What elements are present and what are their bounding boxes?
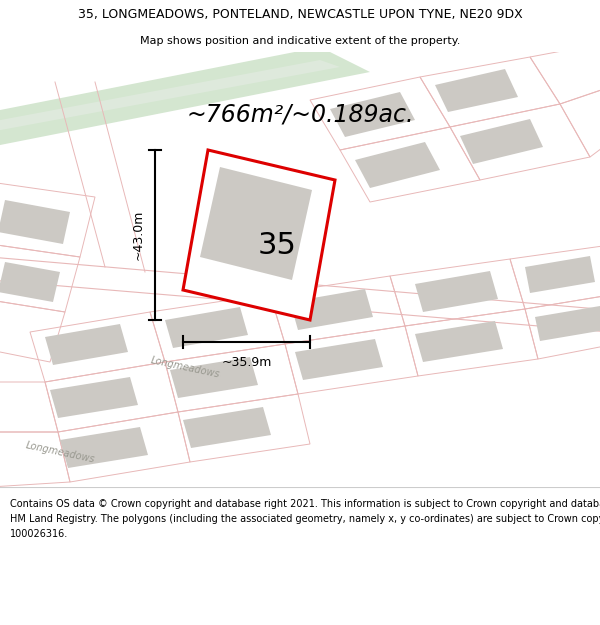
Text: Map shows position and indicative extent of the property.: Map shows position and indicative extent… [140, 36, 460, 46]
Polygon shape [165, 307, 248, 348]
Polygon shape [200, 167, 312, 280]
Polygon shape [0, 200, 70, 244]
Polygon shape [460, 119, 543, 164]
Text: Longmeadows: Longmeadows [149, 355, 221, 379]
Polygon shape [50, 377, 138, 418]
Polygon shape [290, 289, 373, 330]
Text: Contains OS data © Crown copyright and database right 2021. This information is : Contains OS data © Crown copyright and d… [10, 499, 600, 539]
Polygon shape [170, 357, 258, 398]
Polygon shape [0, 47, 370, 147]
Polygon shape [415, 321, 503, 362]
Polygon shape [415, 271, 498, 312]
Text: 35: 35 [257, 231, 296, 259]
Polygon shape [0, 262, 60, 302]
Polygon shape [295, 339, 383, 380]
Text: ~35.9m: ~35.9m [221, 356, 272, 369]
Polygon shape [45, 324, 128, 365]
Text: Longmeadows: Longmeadows [25, 440, 95, 464]
Polygon shape [60, 427, 148, 468]
Polygon shape [0, 60, 340, 132]
Polygon shape [525, 256, 595, 293]
Text: 35, LONGMEADOWS, PONTELAND, NEWCASTLE UPON TYNE, NE20 9DX: 35, LONGMEADOWS, PONTELAND, NEWCASTLE UP… [77, 8, 523, 21]
Polygon shape [183, 150, 335, 320]
Polygon shape [183, 407, 271, 448]
Polygon shape [330, 92, 415, 137]
Text: ~766m²/~0.189ac.: ~766m²/~0.189ac. [186, 102, 414, 126]
Polygon shape [535, 306, 600, 341]
Text: ~43.0m: ~43.0m [132, 210, 145, 260]
Polygon shape [355, 142, 440, 188]
Polygon shape [435, 69, 518, 112]
